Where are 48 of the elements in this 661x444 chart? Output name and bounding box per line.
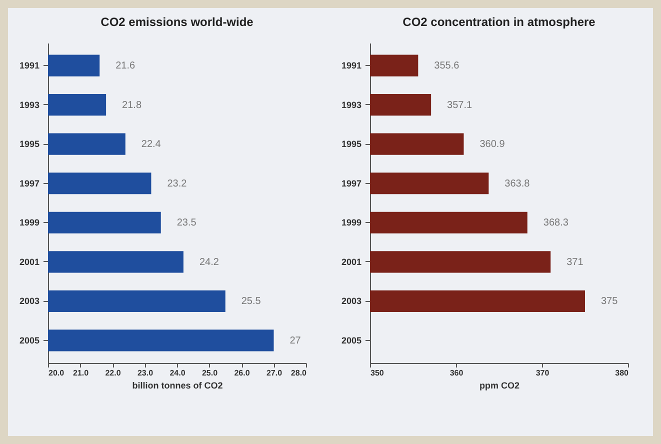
x-tick-label: 22.0	[105, 368, 122, 378]
x-tick-label: 360	[450, 368, 464, 378]
y-tick-label: 2005	[19, 335, 40, 346]
data-label: 23.5	[176, 218, 197, 229]
y-tick-label: 2005	[341, 335, 362, 346]
x-tick-label: 23.0	[137, 368, 154, 378]
y-tick-label: 1995	[19, 139, 40, 150]
data-label: 25.5	[241, 296, 262, 308]
x-tick-label: 27.0	[266, 368, 283, 378]
x-axis-title: ppm CO2	[479, 380, 520, 390]
x-tick-label: 21.0	[72, 368, 90, 378]
data-label: 22.4	[141, 139, 162, 150]
x-tick-label: 24.0	[170, 368, 186, 378]
data-label: 368.3	[543, 218, 569, 229]
x-tick-label: 370	[536, 368, 550, 378]
data-label: 21.6	[116, 60, 136, 72]
x-tick-label: 20.0	[48, 368, 65, 378]
y-tick-label: 1999	[19, 218, 40, 228]
y-tick-label: 2001	[19, 256, 40, 267]
y-tick-label: 2001	[341, 256, 362, 267]
x-tick-label: 380	[615, 368, 630, 378]
y-tick-label: 1999	[341, 218, 362, 228]
data-label: 24.2	[199, 256, 220, 268]
data-label: 371	[566, 256, 584, 268]
x-tick-label: 28.0	[290, 368, 308, 378]
data-label: 375	[601, 296, 618, 308]
y-tick-label: 1997	[19, 178, 40, 188]
chart-title: CO2 emissions world-wide	[100, 15, 254, 29]
x-tick-label: 350	[370, 368, 384, 378]
y-tick-label: 1993	[19, 100, 40, 110]
y-tick-label: 1995	[341, 139, 362, 150]
y-tick-label: 1993	[341, 100, 362, 110]
data-label: 27	[290, 335, 302, 346]
y-tick-label: 2003	[19, 296, 40, 306]
data-label: 355.6	[434, 60, 460, 72]
x-tick-label: 25.0	[202, 368, 218, 378]
y-tick-label: 1997	[341, 178, 362, 188]
data-label: 360.9	[480, 139, 506, 150]
chart-title: CO2 concentration in atmosphere	[402, 15, 596, 29]
y-tick-label: 1991	[341, 60, 362, 71]
y-tick-label: 1991	[19, 60, 40, 71]
data-label: 21.8	[122, 100, 142, 111]
y-tick-label: 2003	[341, 296, 362, 306]
data-label: 363.8	[504, 178, 530, 190]
x-tick-label: 26.0	[234, 368, 250, 378]
data-label: 23.2	[167, 178, 188, 190]
x-axis-title: billion tonnes of CO2	[132, 380, 223, 390]
data-label: 357.1	[447, 100, 473, 111]
